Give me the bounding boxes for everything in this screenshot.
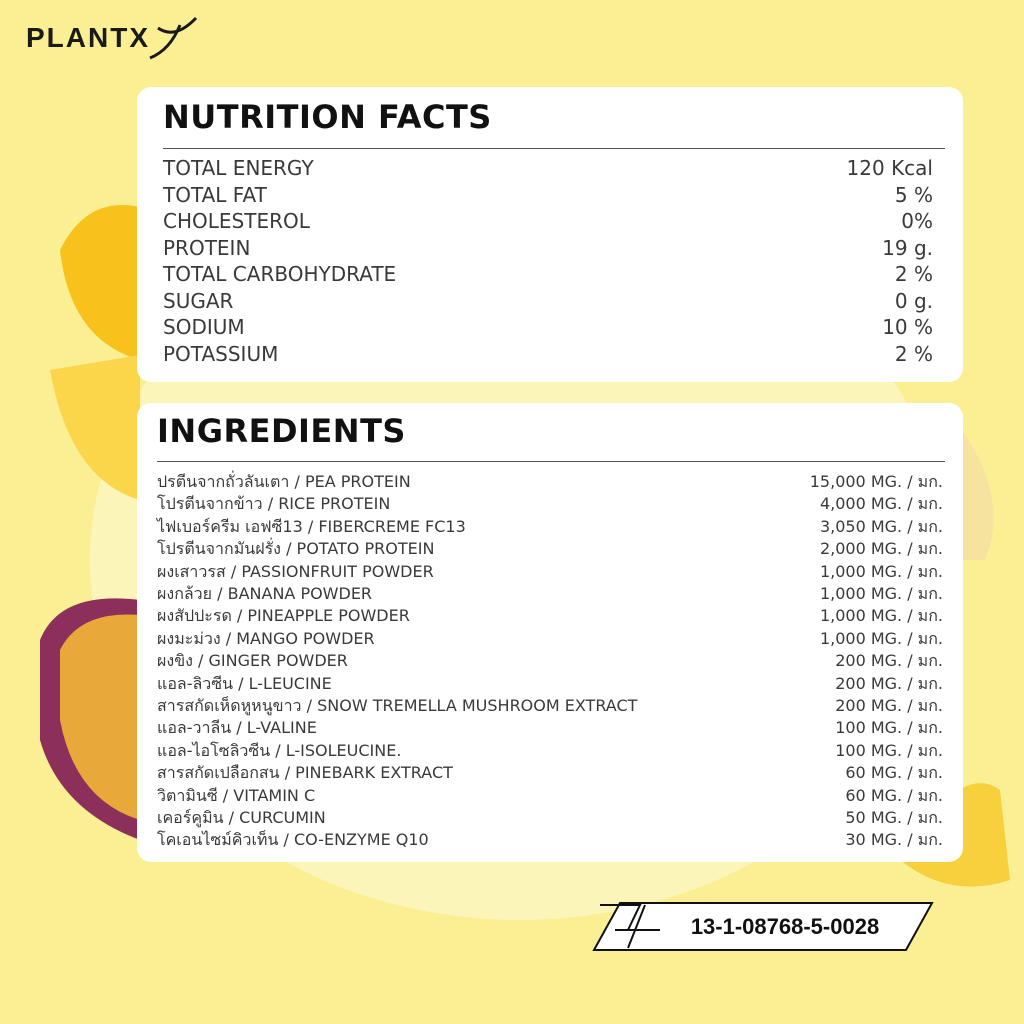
item-name: ไฟเบอร์ครีม เอฟซี13 / FIBERCREME FC13 [157,516,466,536]
item-name: แอล-ลิวซีน / L-LEUCINE [157,673,332,693]
item-amount: 4,000 MG. / มก. [819,494,943,514]
row: SUGAR 0 g. [163,288,933,315]
ingredients-title: INGREDIENTS [157,412,406,450]
item-amount: 30 MG. / มก. [845,830,943,850]
item-name: สารสกัดเปลือกสน / PINEBARK EXTRACT [157,763,453,783]
item-name: สารสกัดเห็ดหูหนูขาว / SNOW TREMELLA MUSH… [157,696,638,715]
item-name: แอล-วาลีน / L-VALINE [157,718,317,738]
item-amount: 10 % [882,315,933,339]
row: แอล-วาลีน / L-VALINE 100 MG. / มก. [157,717,943,739]
item-name: TOTAL ENERGY [163,156,314,180]
ingredients-card [137,403,963,862]
item-name: โปรตีนจากข้าว / RICE PROTEIN [157,494,391,514]
registration-number: 13-1-08768-5-0028 [690,914,880,939]
item-name: วิตามินซี / VITAMIN C [157,785,316,805]
item-amount: 1,000 MG. / มก. [819,628,943,648]
item-amount: 200 MG. / มก. [835,673,943,693]
item-name: PROTEIN [163,235,251,260]
row: SODIUM 10 % [163,314,933,341]
item-name: ผงกล้วย / BANANA POWDER [157,584,373,603]
row: วิตามินซี / VITAMIN C 60 MG. / มก. [157,785,943,807]
item-amount: 2,000 MG. / มก. [819,539,943,559]
item-amount: 200 MG. / มก. [835,651,943,671]
item-amount: 19 g. [882,235,933,260]
item-amount: 1,000 MG. / มก. [819,606,943,626]
item-name: โคเอนไซม์คิวเท็น / CO-ENZYME Q10 [157,830,429,850]
item-name: CHOLESTEROL [163,209,310,233]
row: CHOLESTEROL 0% [163,208,933,235]
item-name: ผงขิง / GINGER POWDER [157,651,348,671]
item-amount: 120 Kcal [846,156,933,180]
item-amount: 2 % [894,341,933,366]
nutrition-title: NUTRITION FACTS [163,98,492,136]
item-name: POTASSIUM [163,341,279,366]
item-name: โปรตีนจากมันฝรั่ง / POTATO PROTEIN [157,539,435,559]
item-amount: 15,000 MG. / มก. [809,472,943,491]
row: ผงขิง / GINGER POWDER 200 MG. / มก. [157,650,943,672]
item-amount: 100 MG. / มก. [835,718,943,738]
row: TOTAL FAT 5 % [163,182,933,209]
item-amount: 60 MG. / มก. [845,785,943,805]
row: PROTEIN 19 g. [163,235,933,262]
row: ผงเสาวรส / PASSIONFRUIT POWDER 1,000 MG. … [157,561,943,583]
row: ผงมะม่วง / MANGO POWDER 1,000 MG. / มก. [157,628,943,650]
item-amount: 1,000 MG. / มก. [819,561,943,581]
item-name: เคอร์คูมิน / CURCUMIN [157,808,326,827]
divider [157,461,945,462]
item-amount: 1,000 MG. / มก. [819,584,943,603]
row: สารสกัดเห็ดหูหนูขาว / SNOW TREMELLA MUSH… [157,695,943,717]
item-name: ผงสัปปะรด / PINEAPPLE POWDER [157,606,410,626]
row: ผงกล้วย / BANANA POWDER 1,000 MG. / มก. [157,583,943,605]
item-name: TOTAL FAT [163,182,267,207]
item-amount: 200 MG. / มก. [835,696,943,715]
row: ปรตีนจากถั่วลันเตา / PEA PROTEIN 15,000 M… [157,471,943,493]
item-amount: 0 g. [894,288,933,313]
item-name: SUGAR [163,288,234,313]
item-amount: 60 MG. / มก. [845,763,943,783]
row: แอล-ไอโซลิวซีน / L-ISOLEUCINE. 100 MG. / … [157,740,943,762]
row: แอล-ลิวซีน / L-LEUCINE 200 MG. / มก. [157,673,943,695]
row: โปรตีนจากข้าว / RICE PROTEIN 4,000 MG. / … [157,493,943,515]
item-amount: 0% [901,209,933,233]
item-amount: 2 % [894,262,933,286]
item-name: ผงมะม่วง / MANGO POWDER [157,628,375,648]
row: สารสกัดเปลือกสน / PINEBARK EXTRACT 60 MG.… [157,762,943,784]
row: ผงสัปปะรด / PINEAPPLE POWDER 1,000 MG. / … [157,605,943,627]
item-amount: 100 MG. / มก. [835,740,943,760]
row: โคเอนไซม์คิวเท็น / CO-ENZYME Q10 30 MG. /… [157,829,943,851]
row: เคอร์คูมิน / CURCUMIN 50 MG. / มก. [157,807,943,829]
row: POTASSIUM 2 % [163,341,933,368]
nutrition-card [137,87,963,382]
item-name: TOTAL CARBOHYDRATE [163,262,397,286]
item-name: ผงเสาวรส / PASSIONFRUIT POWDER [157,561,434,581]
item-name: ปรตีนจากถั่วลันเตา / PEA PROTEIN [157,472,411,491]
item-name: SODIUM [163,315,245,339]
divider [163,148,945,149]
item-name: แอล-ไอโซลิวซีน / L-ISOLEUCINE. [157,740,402,760]
item-amount: 50 MG. / มก. [845,808,943,827]
row: ไฟเบอร์ครีม เอฟซี13 / FIBERCREME FC13 3,0… [157,516,943,538]
item-amount: 3,050 MG. / มก. [819,516,943,536]
brand-logo: PLANTX [26,22,150,53]
item-amount: 5 % [894,182,933,207]
row: TOTAL ENERGY 120 Kcal [163,155,933,182]
row: TOTAL CARBOHYDRATE 2 % [163,261,933,288]
row: โปรตีนจากมันฝรั่ง / POTATO PROTEIN 2,000 … [157,538,943,560]
